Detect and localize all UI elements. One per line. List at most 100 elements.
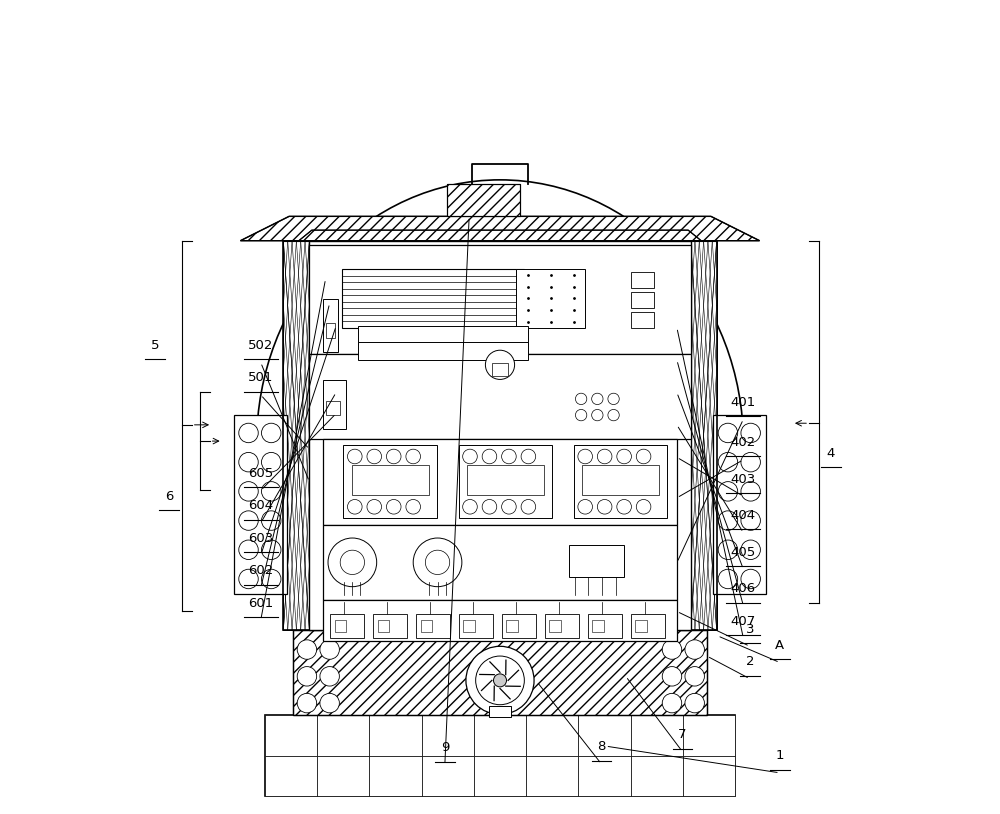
Bar (293, 630, 707, 716)
Text: 604: 604 (248, 500, 273, 513)
Circle shape (578, 500, 592, 514)
Bar (369, 716, 422, 756)
Circle shape (592, 409, 603, 421)
Circle shape (425, 550, 450, 575)
Circle shape (463, 500, 477, 514)
Bar (592, 620, 604, 632)
Bar (422, 716, 474, 756)
Bar (506, 620, 518, 632)
Bar (631, 312, 654, 328)
Polygon shape (240, 217, 760, 241)
Circle shape (239, 453, 258, 472)
Circle shape (608, 393, 619, 405)
Bar (635, 620, 647, 632)
Circle shape (262, 423, 281, 443)
Bar (447, 184, 520, 217)
Bar (683, 716, 735, 756)
Text: 3: 3 (746, 623, 754, 636)
Bar (631, 756, 683, 796)
Circle shape (262, 569, 281, 589)
Circle shape (320, 640, 339, 659)
Circle shape (662, 667, 682, 686)
Bar (265, 756, 317, 796)
Bar (323, 440, 677, 525)
Bar (578, 716, 631, 756)
Circle shape (320, 694, 339, 713)
Circle shape (597, 500, 612, 514)
Circle shape (367, 449, 382, 464)
Circle shape (741, 569, 760, 589)
Circle shape (347, 449, 362, 464)
Bar (588, 614, 622, 638)
Bar (574, 445, 667, 519)
Circle shape (466, 646, 534, 715)
Circle shape (575, 409, 587, 421)
Text: 502: 502 (248, 339, 273, 352)
Bar (323, 380, 346, 429)
Bar (421, 620, 432, 632)
Circle shape (741, 540, 760, 559)
Bar (309, 354, 691, 440)
Bar (447, 184, 520, 217)
Polygon shape (299, 230, 701, 241)
Bar (326, 323, 335, 338)
Circle shape (741, 423, 760, 443)
Text: 404: 404 (731, 510, 756, 523)
Bar (342, 269, 524, 327)
Bar (358, 326, 528, 344)
Circle shape (367, 500, 382, 514)
Text: 8: 8 (597, 741, 606, 754)
Circle shape (482, 449, 497, 464)
Bar (467, 465, 544, 496)
Circle shape (485, 350, 515, 379)
Circle shape (617, 500, 631, 514)
Circle shape (239, 423, 258, 443)
Bar (335, 620, 346, 632)
Circle shape (239, 511, 258, 530)
Bar (309, 241, 691, 630)
Circle shape (578, 449, 592, 464)
Circle shape (262, 540, 281, 559)
Bar (578, 756, 631, 796)
Bar (309, 245, 691, 354)
Bar (713, 415, 766, 593)
Bar (326, 400, 340, 415)
Bar (582, 465, 659, 496)
Bar (283, 226, 717, 241)
Circle shape (502, 500, 516, 514)
Circle shape (741, 511, 760, 530)
Text: 605: 605 (248, 467, 273, 480)
Text: 407: 407 (731, 615, 756, 628)
Circle shape (262, 453, 281, 472)
Bar (422, 756, 474, 796)
Bar (526, 716, 578, 756)
Bar (343, 445, 437, 519)
Bar (293, 630, 707, 716)
Circle shape (718, 511, 738, 530)
Circle shape (636, 500, 651, 514)
Bar (317, 716, 369, 756)
Bar (463, 620, 475, 632)
Text: 603: 603 (248, 532, 273, 545)
Bar (234, 415, 287, 593)
Bar (317, 756, 369, 796)
Circle shape (718, 423, 738, 443)
Text: 4: 4 (827, 447, 835, 460)
Bar (459, 445, 552, 519)
Circle shape (347, 500, 362, 514)
Bar (265, 716, 317, 756)
Circle shape (617, 449, 631, 464)
Bar (492, 363, 508, 376)
Circle shape (521, 449, 536, 464)
Circle shape (328, 538, 377, 587)
Circle shape (297, 640, 317, 659)
Circle shape (340, 550, 365, 575)
Circle shape (685, 667, 704, 686)
Bar (549, 620, 561, 632)
Bar (526, 756, 578, 796)
Bar (358, 342, 528, 360)
Text: A: A (775, 639, 784, 652)
Bar (352, 465, 429, 496)
Text: 402: 402 (731, 436, 756, 449)
Bar (283, 241, 309, 630)
